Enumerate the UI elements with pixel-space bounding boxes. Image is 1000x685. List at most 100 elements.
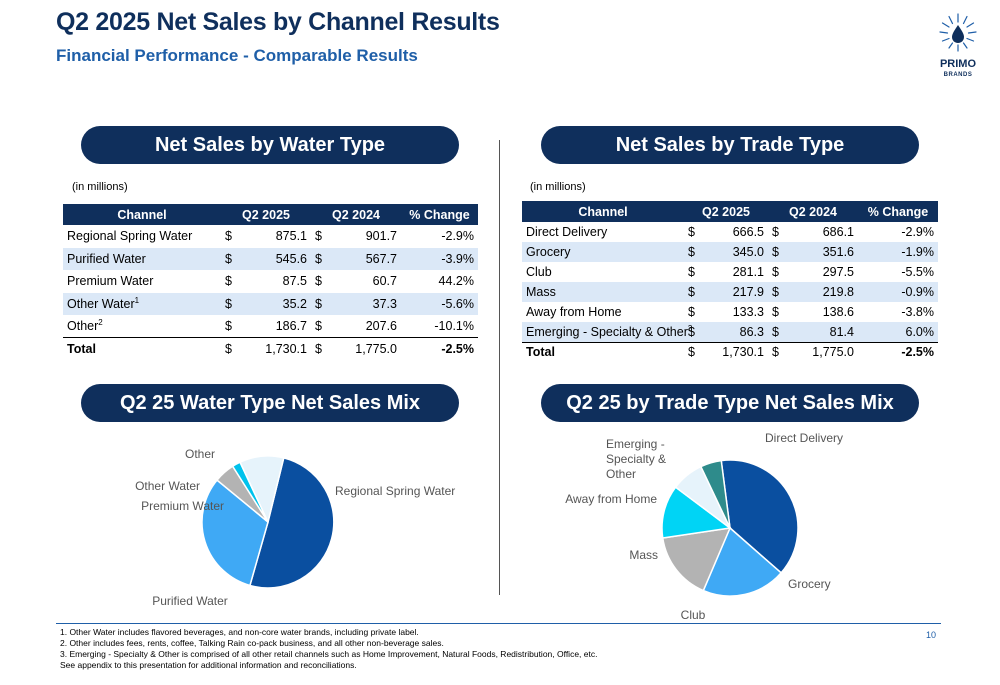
water-type-table: Channel Q2 2025 Q2 2024 % Change Regiona… bbox=[63, 204, 478, 360]
pct-change: 44.2% bbox=[438, 274, 474, 289]
value-q2-2025: 87.5 bbox=[282, 274, 307, 289]
currency-symbol: $ bbox=[684, 322, 696, 342]
pie-label: Grocery bbox=[788, 577, 831, 591]
total-row: Total $1,730.1 $1,775.0 -2.5% bbox=[522, 341, 938, 362]
primo-brands-logo: PRIMO BRANDS bbox=[930, 12, 986, 92]
currency-symbol: $ bbox=[684, 341, 696, 362]
currency-symbol: $ bbox=[225, 229, 232, 244]
logo-subtext: BRANDS bbox=[943, 72, 973, 78]
value-q2-2024: 219.8 bbox=[782, 282, 858, 302]
value-q2-2024: 901.7 bbox=[365, 229, 397, 244]
value-q2-2024: 37.3 bbox=[325, 292, 401, 315]
row-label-text: Club bbox=[526, 265, 552, 279]
total-q2-2025: 1,730.1 bbox=[235, 337, 311, 360]
water-table-unit: (in millions) bbox=[72, 181, 128, 193]
currency-symbol: $ bbox=[311, 247, 325, 270]
value-q2-2024: 567.7 bbox=[325, 247, 401, 270]
col-header-q2-2025: Q2 2025 bbox=[221, 204, 311, 225]
pie-slice bbox=[249, 456, 335, 589]
row-label-text: Regional Spring Water bbox=[67, 229, 193, 244]
logo-wordmark: PRIMO bbox=[939, 58, 977, 70]
pie-slice bbox=[720, 459, 799, 574]
footnote-marker: 2 bbox=[98, 317, 103, 327]
row-label-text: Away from Home bbox=[526, 305, 622, 319]
pct-change: -5.6% bbox=[401, 292, 478, 315]
value-q2-2025: 133.3 bbox=[732, 305, 764, 319]
pie-label: Purified Water bbox=[152, 594, 228, 608]
page-subtitle: Financial Performance - Comparable Resul… bbox=[56, 46, 418, 65]
row-label: Emerging - Specialty & Other3 bbox=[522, 322, 692, 342]
trade-mix-banner: Q2 25 by Trade Type Net Sales Mix bbox=[541, 384, 919, 422]
col-header-pct-change: % Change bbox=[401, 204, 478, 225]
value-q2-2024: 60.7 bbox=[372, 274, 397, 289]
page-number: 10 bbox=[926, 630, 937, 640]
value-q2-2025: 281.1 bbox=[732, 265, 764, 279]
currency-symbol: $ bbox=[768, 322, 782, 342]
value-q2-2024: 81.4 bbox=[782, 322, 858, 342]
table-row: Grocery $345.0 $351.6 -1.9% bbox=[522, 242, 938, 262]
water-drop-burst-icon bbox=[939, 13, 977, 52]
pct-change: 6.0% bbox=[858, 322, 938, 342]
pct-change: -2.9% bbox=[901, 225, 934, 239]
pie-label: Emerging -Specialty & Other bbox=[606, 437, 666, 481]
table-row: Emerging - Specialty & Other3$86.3$81.46… bbox=[522, 322, 938, 342]
row-label-text: Direct Delivery bbox=[526, 225, 608, 239]
pie-slice bbox=[699, 459, 731, 529]
total-pct-change: -2.5% bbox=[858, 341, 938, 362]
footnote-2: 2. Other includes fees, rents, coffee, T… bbox=[60, 638, 444, 648]
currency-symbol: $ bbox=[225, 319, 232, 333]
row-label: Regional Spring Water bbox=[63, 225, 221, 248]
row-label-text: Premium Water bbox=[67, 274, 154, 289]
currency-symbol: $ bbox=[315, 274, 322, 289]
pie-label: Premium Water bbox=[141, 499, 224, 513]
footer-rule bbox=[56, 623, 941, 624]
value-q2-2024: 686.1 bbox=[822, 225, 854, 239]
currency-symbol: $ bbox=[688, 265, 695, 279]
trade-type-banner: Net Sales by Trade Type bbox=[541, 126, 919, 164]
row-label-text: Mass bbox=[526, 285, 556, 299]
value-q2-2025: 86.3 bbox=[696, 322, 768, 342]
col-header-q2-2024: Q2 2024 bbox=[768, 201, 858, 222]
value-q2-2024: 297.5 bbox=[822, 265, 854, 279]
pie-slice bbox=[239, 455, 285, 525]
currency-symbol: $ bbox=[772, 305, 779, 319]
currency-symbol: $ bbox=[688, 225, 695, 239]
pct-change: -2.9% bbox=[441, 229, 474, 244]
table-row: Direct Delivery $666.5 $686.1 -2.9% bbox=[522, 222, 938, 242]
value-q2-2025: 186.7 bbox=[275, 319, 307, 333]
row-label: Mass bbox=[522, 282, 684, 302]
column-divider bbox=[499, 140, 500, 595]
row-label: Away from Home bbox=[522, 302, 684, 322]
pct-change: -1.9% bbox=[858, 242, 938, 262]
footnote-appendix: See appendix to this presentation for ad… bbox=[60, 660, 357, 670]
value-q2-2025: 875.1 bbox=[275, 229, 307, 244]
row-label: Club bbox=[522, 262, 684, 282]
row-label-text: Emerging - Specialty & Other bbox=[526, 324, 688, 339]
currency-symbol: $ bbox=[688, 305, 695, 319]
table-row: Away from Home $133.3 $138.6 -3.8% bbox=[522, 302, 938, 322]
water-type-pie-chart: Regional Spring Water Purified Water Premi… bbox=[135, 447, 455, 608]
currency-symbol: $ bbox=[768, 282, 782, 302]
row-label: Direct Delivery bbox=[522, 222, 684, 242]
currency-symbol: $ bbox=[768, 341, 782, 362]
value-q2-2024: 351.6 bbox=[782, 242, 858, 262]
table-row: Other2 $186.7 $207.6 -10.1% bbox=[63, 315, 478, 338]
pie-label: Away from Home bbox=[565, 492, 657, 506]
trade-type-pie-chart: Direct Delivery Grocery Club Mass Away from … bbox=[565, 431, 843, 622]
value-q2-2025: 345.0 bbox=[696, 242, 768, 262]
currency-symbol: $ bbox=[315, 229, 322, 244]
value-q2-2025: 545.6 bbox=[235, 247, 311, 270]
pie-label: Mass bbox=[629, 548, 658, 562]
total-q2-2024: 1,775.0 bbox=[325, 337, 401, 360]
total-label: Total bbox=[522, 341, 684, 362]
total-label: Total bbox=[63, 337, 221, 360]
currency-symbol: $ bbox=[768, 242, 782, 262]
pie-label: Other bbox=[185, 447, 215, 461]
pie-slice bbox=[201, 479, 269, 587]
currency-symbol: $ bbox=[221, 337, 235, 360]
value-q2-2025: 35.2 bbox=[235, 292, 311, 315]
currency-symbol: $ bbox=[221, 292, 235, 315]
pct-change: -3.8% bbox=[901, 305, 934, 319]
footnote-3: 3. Emerging - Specialty & Other is compr… bbox=[60, 649, 598, 659]
currency-symbol: $ bbox=[772, 225, 779, 239]
